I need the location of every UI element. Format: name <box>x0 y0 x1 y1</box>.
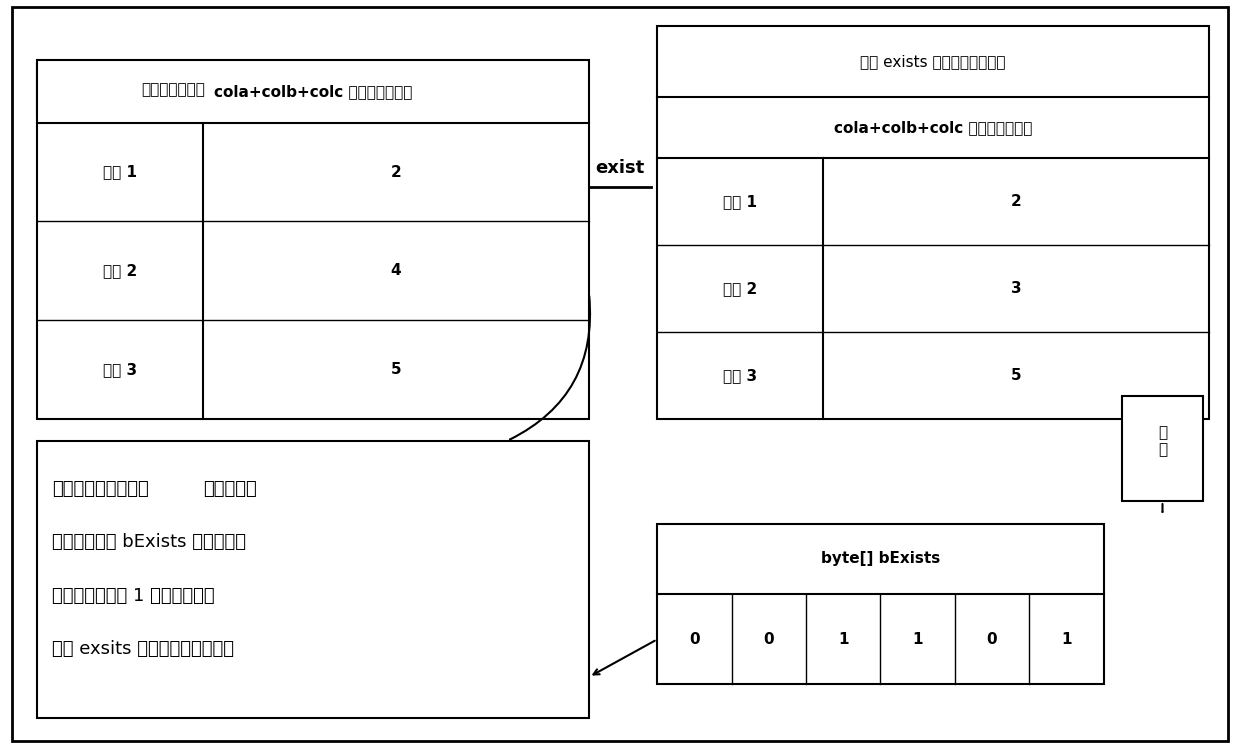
Text: exist: exist <box>595 159 645 177</box>
Text: 记录 1: 记录 1 <box>103 165 136 180</box>
Text: 右侧 exists 过滤条件数据列表: 右侧 exists 过滤条件数据列表 <box>861 54 1006 69</box>
Text: 左侧待过滤数据: 左侧待过滤数据 <box>141 82 206 97</box>
Text: cola+colb+colc 组合后的编码值: cola+colb+colc 组合后的编码值 <box>835 120 1032 135</box>
Text: 记录 2: 记录 2 <box>103 263 138 278</box>
FancyArrowPatch shape <box>510 296 590 440</box>
Text: 0: 0 <box>689 632 699 647</box>
Text: 标值，如果值为 1 则表当前记录: 标值，如果值为 1 则表当前记录 <box>52 586 215 604</box>
Text: byte[] bExists: byte[] bExists <box>821 551 940 566</box>
Text: 1: 1 <box>1061 632 1071 647</box>
Text: 2: 2 <box>391 165 402 180</box>
Text: 2: 2 <box>1011 194 1022 209</box>
Text: 3: 3 <box>1011 280 1022 295</box>
Text: 0: 0 <box>987 632 997 647</box>
Text: 记录 2: 记录 2 <box>723 280 758 295</box>
Text: cola+colb+colc 组合后的编码值: cola+colb+colc 组合后的编码值 <box>215 84 412 99</box>
Text: 记录 1: 记录 1 <box>723 194 756 209</box>
Text: 1: 1 <box>913 632 923 647</box>
Text: 5: 5 <box>391 362 402 377</box>
Text: 记录 3: 记录 3 <box>103 362 138 377</box>
Text: 5: 5 <box>1011 368 1022 383</box>
Bar <box>37 64 310 116</box>
Text: 0: 0 <box>764 632 774 647</box>
Text: 组下标，找出 bExists 数组对应下: 组下标，找出 bExists 数组对应下 <box>52 533 246 551</box>
Bar <box>37 441 589 718</box>
Text: 符合 exsits 条件，反之不成立。: 符合 exsits 条件，反之不成立。 <box>52 640 234 658</box>
Bar <box>1122 396 1203 501</box>
Bar <box>37 60 589 419</box>
Text: 遍历数据，使用当前: 遍历数据，使用当前 <box>52 480 149 498</box>
Text: 转
化: 转 化 <box>1158 425 1167 458</box>
Bar <box>657 524 1104 684</box>
Bar <box>657 26 1209 419</box>
Text: 4: 4 <box>391 263 402 278</box>
Text: 1: 1 <box>838 632 848 647</box>
Text: 记录 3: 记录 3 <box>723 368 758 383</box>
Text: 编码值为数: 编码值为数 <box>202 480 257 498</box>
